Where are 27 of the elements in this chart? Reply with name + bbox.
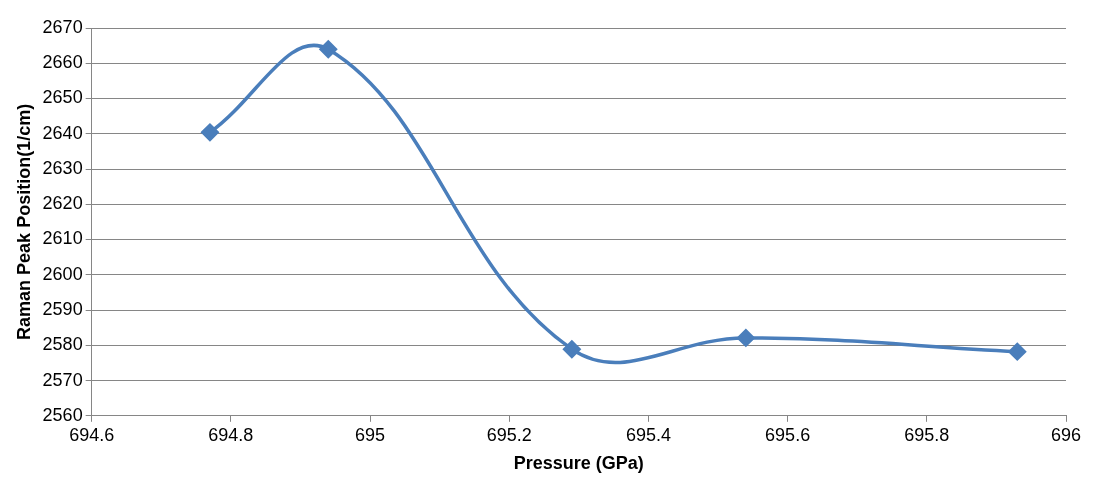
y-tick-label: 2580 <box>42 334 83 355</box>
x-tick-label: 695.2 <box>486 424 532 445</box>
x-tick-label: 695.8 <box>904 424 950 445</box>
point <box>1008 342 1027 361</box>
point <box>563 340 581 358</box>
y-tick-label: 2640 <box>42 122 83 143</box>
x-tick-label: 694.6 <box>69 424 115 445</box>
y-tick-label: 2650 <box>42 87 83 108</box>
x-tick-label: 696 <box>1050 424 1082 445</box>
x-axis-title: Pressure (GPa) <box>513 453 644 474</box>
point <box>319 40 338 58</box>
y-tick-label: 2590 <box>42 299 83 320</box>
y-tick-label: 2630 <box>42 157 83 178</box>
y-tick-label: 2670 <box>42 16 83 37</box>
x-tick-label: 695 <box>355 424 386 445</box>
y-tick-label: 2620 <box>42 193 83 214</box>
y-tick-label: 2660 <box>42 52 83 73</box>
y-tick-label: 2570 <box>42 369 83 390</box>
y-tick-label: 2600 <box>42 263 83 284</box>
y-tick-label: 2560 <box>42 404 83 425</box>
x-tick-label: 695.4 <box>625 424 671 445</box>
x-tick-label: 695.6 <box>765 424 811 445</box>
point <box>201 123 219 142</box>
y-tick-label: 2610 <box>42 228 83 249</box>
x-tick-label: 694.8 <box>208 424 254 445</box>
y-axis-title: Raman Peak Position(1/cm) <box>13 103 34 340</box>
point <box>737 329 755 347</box>
